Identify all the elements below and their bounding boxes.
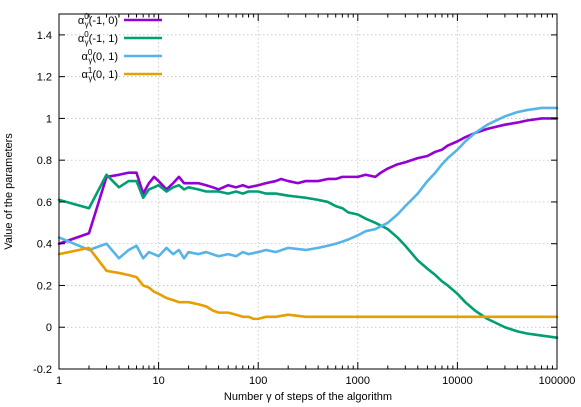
legend-label: α0 γ(-1, 1) [78,30,118,47]
x-tick-label: 1000 [346,375,370,387]
x-tick-label: 10 [152,375,164,387]
y-tick-label: 1.4 [37,30,52,42]
y-tick-label: 1 [46,113,52,125]
series-line-1 [57,117,559,246]
series-line-2 [57,173,559,339]
y-tick-label: 0.4 [37,239,52,251]
legend-entry-4: α1 γ(0, 1) [82,66,162,83]
gridlines [59,14,557,369]
series-line-3 [57,106,559,260]
legend-entry-1: α0 γ(-1, 0) [78,12,162,29]
axis-ticks: -0.2 0 0.2 0.4 0.6 0.8 1 1.2 1.4 1 10 100 1000 10000 1… [33,14,575,387]
y-tick-label: 1.2 [37,72,52,84]
y-tick-label: 0.8 [37,155,52,167]
legend: α0 γ(-1, 0)α0 γ(-1, 1)α0 γ(0, 1)α1 γ(0, 1) [78,12,162,83]
series-lines [57,106,559,339]
y-tick-label: 0.6 [37,197,52,209]
x-axis-label: Number γ of steps of the algorithm [224,391,392,403]
legend-label: α0 γ(-1, 0) [78,12,118,29]
x-tick-label: 100 [249,375,267,387]
y-tick-label: 0 [46,322,52,334]
x-tick-label: 1 [56,375,62,387]
plot-frame [58,13,558,370]
legend-entry-2: α0 γ(-1, 1) [78,30,162,47]
y-tick-label: -0.2 [33,364,52,376]
y-axis-label: Value of the parameters [3,133,15,250]
x-tick-label: 10000 [442,375,473,387]
series-line-4 [57,246,559,321]
legend-entry-3: α0 γ(0, 1) [82,48,162,65]
x-tick-label: 100000 [539,375,576,387]
y-tick-label: 0.2 [37,280,52,292]
legend-label: α1 γ(0, 1) [82,66,119,83]
legend-label: α0 γ(0, 1) [82,48,119,65]
